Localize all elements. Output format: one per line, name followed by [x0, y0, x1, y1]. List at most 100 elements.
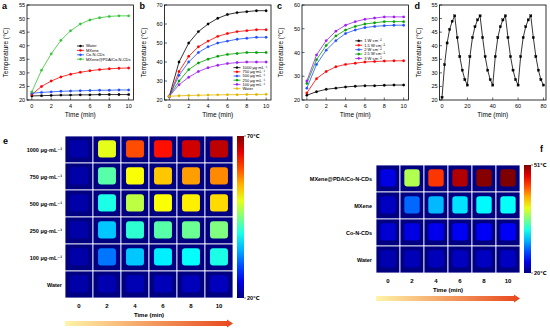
colorbar-label: 20℃: [534, 270, 547, 276]
data-point: [393, 16, 395, 18]
heat-cell: [154, 275, 172, 292]
cell-background: [65, 136, 93, 163]
cell-background: [149, 163, 177, 190]
data-point: [89, 69, 91, 71]
heat-cell: [126, 248, 144, 265]
y-tick: [440, 72, 443, 73]
y-tick: [440, 5, 443, 6]
x-tick: [403, 98, 404, 101]
x-tick-label: 8: [482, 278, 486, 284]
y-axis-label: Temperature (℃): [140, 28, 148, 78]
heat-cell: [428, 196, 443, 213]
colorbar-tick: [244, 136, 246, 137]
y-axis-label: Temperature (℃): [2, 28, 10, 78]
cell-background: [121, 244, 149, 271]
data-point: [471, 36, 473, 38]
cell-background: [65, 217, 93, 244]
heat-cell: [126, 140, 144, 157]
data-point: [226, 53, 228, 55]
x-tick-label: 4: [69, 103, 72, 109]
y-tick: [440, 18, 443, 19]
data-point: [246, 29, 248, 31]
data-point: [507, 36, 509, 38]
data-point: [402, 20, 404, 22]
y-tick-label: 60: [294, 2, 300, 8]
cell-background: [472, 246, 496, 273]
y-tick-label: 55: [19, 2, 25, 8]
data-area: [168, 10, 267, 98]
cell-background: [424, 219, 448, 246]
series-line: [307, 25, 404, 88]
data-point: [325, 88, 327, 90]
data-point: [306, 87, 308, 89]
legend: WaterMXeneCo-N-CDsMXene@PDA/Co-N-CDs: [77, 43, 131, 61]
data-point: [315, 77, 317, 79]
data-point: [315, 63, 317, 65]
y-tick: [27, 86, 30, 87]
plot-frame: [440, 5, 547, 100]
x-tick-label: 60: [515, 103, 521, 109]
x-tick-label: 10: [126, 103, 132, 109]
data-point: [517, 84, 519, 86]
data-point: [402, 24, 404, 26]
panel-label: d: [415, 1, 421, 11]
colorbar-tick: [531, 273, 533, 274]
cell-background: [424, 192, 448, 219]
data-point: [118, 15, 120, 17]
data-point: [31, 91, 33, 93]
y-tick-label: 50: [294, 26, 300, 32]
legend-marker: [236, 88, 238, 90]
series-line: [32, 95, 129, 96]
data-point: [226, 40, 228, 42]
legend-swatch: [355, 40, 362, 41]
y-tick: [302, 52, 305, 53]
data-point: [482, 36, 484, 38]
data-point: [306, 92, 308, 94]
data-point: [265, 93, 267, 95]
x-tick-label: 8: [108, 103, 111, 109]
series-line: [442, 16, 543, 97]
cell-background: [472, 165, 496, 192]
heat-cell: [452, 250, 467, 267]
data-point: [306, 82, 308, 84]
y-tick: [440, 100, 443, 101]
row-label: Water: [357, 257, 373, 263]
cell-background: [121, 190, 149, 217]
data-point: [236, 52, 238, 54]
legend-marker: [358, 49, 360, 51]
x-tick-label: 6: [161, 303, 165, 309]
data-point: [451, 20, 453, 22]
data-point: [449, 28, 451, 30]
cell-background: [376, 192, 400, 219]
y-tick-label: 55: [431, 2, 437, 8]
data-point: [306, 94, 308, 96]
data-point: [393, 60, 395, 62]
heat-cell: [154, 221, 172, 238]
plot-frame: [302, 5, 409, 100]
y-tick: [440, 59, 443, 60]
heat-cell: [182, 194, 200, 211]
data-point: [542, 84, 544, 86]
data-point: [226, 13, 228, 15]
cell-background: [472, 219, 496, 246]
x-tick: [326, 98, 327, 101]
data-point: [168, 95, 170, 97]
y-tick: [27, 18, 30, 19]
data-point: [335, 87, 337, 89]
data-point: [226, 32, 228, 34]
heat-cell: [404, 223, 419, 240]
x-tick: [227, 98, 228, 101]
y-tick-label: 30: [431, 70, 437, 76]
panel-a: 20253035404550550246810Time (min)Tempera…: [2, 1, 134, 119]
data-point: [497, 36, 499, 38]
data-point: [479, 15, 481, 17]
data-point: [178, 84, 180, 86]
cell-background: [376, 246, 400, 273]
data-point: [383, 84, 385, 86]
row-label: MXene@PDA/Co-N-CDs: [310, 176, 372, 182]
heat-cell: [500, 250, 515, 267]
cell-background: [149, 190, 177, 217]
data-point: [255, 10, 257, 12]
legend-marker: [236, 67, 238, 69]
cell-background: [205, 136, 233, 163]
